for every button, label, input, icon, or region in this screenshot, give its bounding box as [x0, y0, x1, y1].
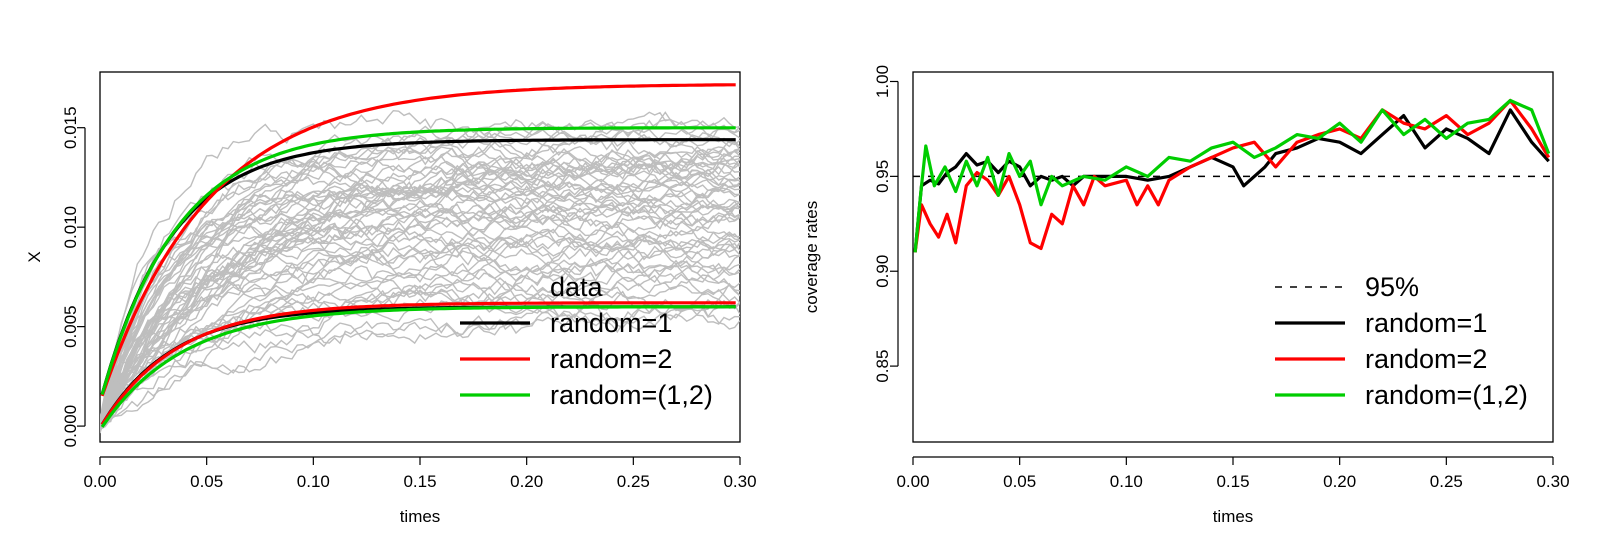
coverage-rates-panel: 0.00 0.05 0.10 0.15 0.20 0.25 0.30 times 0.85 0.9… [802, 65, 1570, 526]
y-tick-label: 0.000 [61, 405, 80, 448]
data-path [100, 152, 740, 434]
legend-label-3: random=(1,2) [1365, 380, 1528, 410]
plot-area [100, 83, 740, 434]
y-tick-label: 1.00 [873, 65, 892, 98]
data-path [100, 119, 740, 426]
curve-upper [100, 138, 736, 395]
data-path [100, 178, 740, 427]
curve-upper [100, 126, 736, 396]
y-axis-title: coverage rates [802, 201, 821, 313]
x-tick-label: 0.30 [723, 472, 756, 491]
series-line-2 [913, 98, 1551, 253]
y-tick-label: 0.95 [873, 160, 892, 193]
data-path [100, 189, 740, 432]
curve-lower [100, 301, 736, 426]
data-path [100, 284, 740, 428]
x-tick-label: 0.25 [617, 472, 650, 491]
legend-label-1: random=1 [550, 308, 672, 338]
series-line-0 [913, 108, 1550, 253]
data-path [100, 121, 740, 428]
data-path [100, 308, 740, 424]
curve-lower [100, 305, 736, 428]
x-tick-label: 0.10 [1110, 472, 1143, 491]
y-axis-title: X [25, 251, 44, 262]
data-path [100, 233, 740, 429]
x-tick-label: 0.25 [1430, 472, 1463, 491]
plot-area [913, 98, 1553, 253]
data-path [100, 299, 740, 420]
data-path [100, 145, 740, 431]
data-path [100, 181, 740, 426]
data-path [100, 212, 740, 423]
data-path [100, 274, 740, 432]
data-path [100, 199, 740, 432]
x-tick-label: 0.10 [297, 472, 330, 491]
plot-frame [912, 71, 1554, 443]
series-line-1 [913, 98, 1551, 253]
x-tick-label: 0.20 [510, 472, 543, 491]
y-tick-label: 0.85 [873, 350, 892, 383]
data-path [100, 223, 740, 428]
curve-upper [100, 83, 736, 397]
data-path [100, 260, 740, 420]
x-tick-label: 0.30 [1536, 472, 1569, 491]
legend-label-2: random=2 [1365, 344, 1487, 374]
legend-label-0: data [550, 272, 604, 302]
data-path [100, 151, 740, 428]
data-path [100, 197, 740, 430]
legend-label-1: random=1 [1365, 308, 1487, 338]
data-path [100, 231, 740, 426]
x-tick-label: 0.05 [190, 472, 223, 491]
x-tick-label: 0.20 [1323, 472, 1356, 491]
y-tick-label: 0.010 [61, 206, 80, 249]
data-path [100, 134, 740, 429]
legend-label-2: random=2 [550, 344, 672, 374]
x-trajectories-panel: 0.00 0.05 0.10 0.15 0.20 0.25 0.30 times 0.000 0.… [25, 71, 757, 526]
x-tick-label: 0.15 [403, 472, 436, 491]
x-axis-title: times [1213, 507, 1254, 526]
y-tick-label: 0.005 [61, 305, 80, 348]
y-tick-label: 0.015 [61, 106, 80, 149]
x-tick-label: 0.15 [1216, 472, 1249, 491]
x-axis-title: times [400, 507, 441, 526]
legend-label-0: 95% [1365, 272, 1419, 302]
legend-label-3: random=(1,2) [550, 380, 713, 410]
plot-frame [99, 71, 741, 443]
data-path [100, 260, 740, 428]
data-path [100, 146, 740, 429]
x-tick-label: 0.00 [83, 472, 116, 491]
x-tick-label: 0.05 [1003, 472, 1036, 491]
data-path [100, 246, 740, 425]
y-tick-label: 0.90 [873, 255, 892, 288]
x-tick-label: 0.00 [896, 472, 929, 491]
data-path [100, 168, 740, 424]
